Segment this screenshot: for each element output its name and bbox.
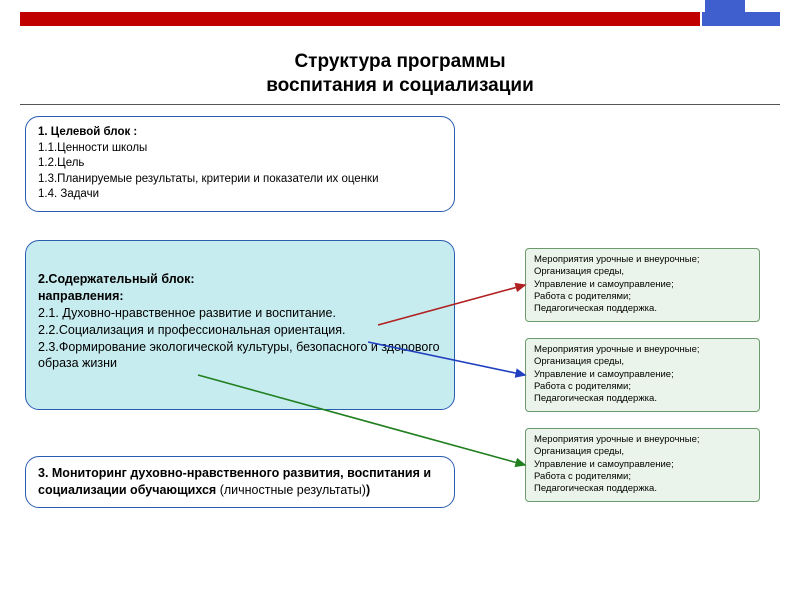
side1-l5: Педагогическая поддержка. (534, 303, 751, 315)
block2-l2: 2.2.Социализация и профессиональная орие… (38, 322, 442, 339)
side-box-1: Мероприятия урочные и внеурочные; Органи… (525, 248, 760, 322)
block1-l1: 1.1.Ценности школы (38, 141, 442, 157)
block2-sub: направления: (38, 288, 442, 305)
side3-l2: Организация среды, (534, 446, 751, 458)
block1-l4: 1.4. Задачи (38, 187, 442, 203)
side3-l3: Управление и самоуправление; (534, 459, 751, 471)
block2-heading: 2.Содержательный блок: (38, 271, 442, 288)
header-blue-right (702, 12, 780, 26)
side-box-3: Мероприятия урочные и внеурочные; Органи… (525, 428, 760, 502)
side3-l1: Мероприятия урочные и внеурочные; (534, 434, 751, 446)
side1-l1: Мероприятия урочные и внеурочные; (534, 254, 751, 266)
side3-l4: Работа с родителями; (534, 471, 751, 483)
block1-l3: 1.3.Планируемые результаты, критерии и п… (38, 172, 442, 188)
side3-l5: Педагогическая поддержка. (534, 483, 751, 495)
title-underline (20, 104, 780, 105)
side2-l2: Организация среды, (534, 356, 751, 368)
title-line2: воспитания и социализации (0, 74, 800, 98)
block1-l2: 1.2.Цель (38, 156, 442, 172)
side2-l1: Мероприятия урочные и внеурочные; (534, 344, 751, 356)
block-target: 1. Целевой блок : 1.1.Ценности школы 1.2… (25, 116, 455, 212)
side1-l2: Организация среды, (534, 266, 751, 278)
side2-l5: Педагогическая поддержка. (534, 393, 751, 405)
page-title: Структура программы воспитания и социали… (0, 50, 800, 98)
side2-l3: Управление и самоуправление; (534, 369, 751, 381)
block-content: 2.Содержательный блок: направления: 2.1.… (25, 240, 455, 410)
side1-l3: Управление и самоуправление; (534, 279, 751, 291)
side2-l4: Работа с родителями; (534, 381, 751, 393)
side-box-2: Мероприятия урочные и внеурочные; Органи… (525, 338, 760, 412)
title-line1: Структура программы (0, 50, 800, 74)
block2-l3: 2.3.Формирование экологической культуры,… (38, 339, 442, 373)
side1-l4: Работа с родителями; (534, 291, 751, 303)
block1-heading: 1. Целевой блок : (38, 125, 442, 141)
block3-rest: (личностные результаты) (220, 483, 366, 497)
block2-l1: 2.1. Духовно-нравственное развитие и вос… (38, 305, 442, 322)
block-monitoring: 3. Мониторинг духовно-нравственного разв… (25, 456, 455, 508)
header-red-bar (20, 12, 700, 26)
header-decor (0, 0, 800, 36)
